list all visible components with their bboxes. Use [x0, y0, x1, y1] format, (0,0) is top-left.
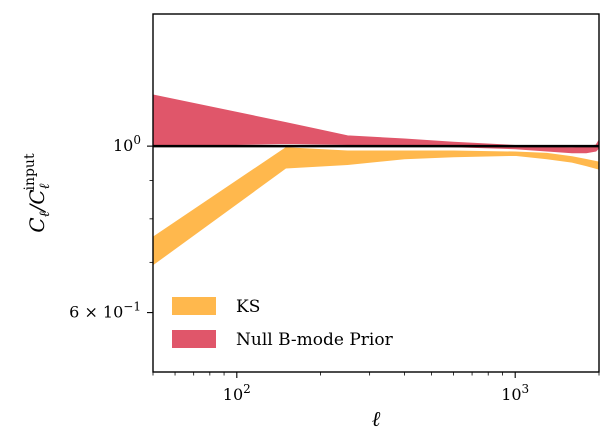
legend-swatch [172, 330, 216, 348]
legend-label: KS [236, 297, 260, 317]
y-tick-label: 100 [113, 133, 141, 155]
plot-frame [152, 13, 600, 373]
x-tick-label: 102 [223, 382, 251, 404]
legend-swatch [172, 297, 216, 315]
band-null-b-mode-prior [153, 94, 599, 154]
y-tick-label: 6 × 10−1 [69, 300, 141, 322]
band-ks [153, 147, 599, 266]
x-tick-label: 103 [501, 382, 529, 404]
legend-label: Null B-mode Prior [236, 330, 394, 350]
axis-ticks: 102 103 100 6 × 10−1 [69, 133, 600, 404]
x-axis-label: ℓ [372, 407, 381, 431]
y-axis-label: Cℓ/Cℓinput [22, 153, 53, 233]
axis-labels: ℓ Cℓ/Cℓinput [22, 153, 381, 431]
legend: KS Null B-mode Prior [172, 297, 394, 350]
plot-area [153, 94, 599, 266]
